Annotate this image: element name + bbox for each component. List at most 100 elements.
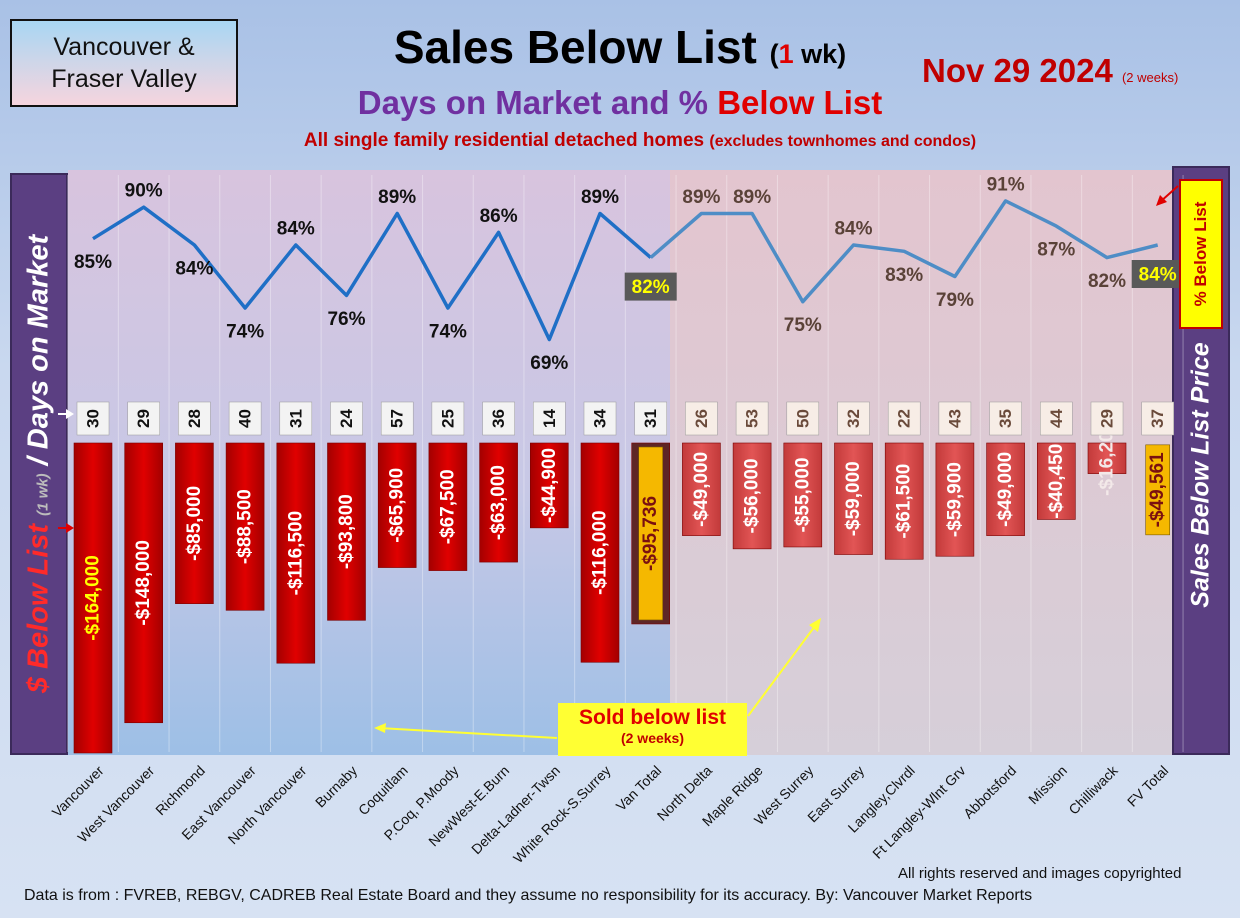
dom-value-label: 50 [793,409,812,428]
bars-group: -$164,000 -$148,000 -$85,000 -$88,500 -$116,… [73,420,1170,754]
dom-value-label: 31 [641,409,660,428]
bar-value-label: -$164,000 [83,555,104,641]
x-tick-label: Van Total [613,762,665,814]
sold-arrowhead-right [809,618,821,632]
dom-value-label: 36 [489,409,508,428]
pct-legend-arrowhead [1156,195,1167,206]
title-period: (1 wk) [770,39,847,69]
bar-value-label: -$95,736 [640,496,661,571]
bar-value-label: -$44,900 [539,448,560,523]
bar-value-label: -$56,000 [742,458,763,533]
chart-tagline: All single family residential detached h… [150,130,1130,152]
dollar-arrowhead [66,523,74,533]
total-label-box [638,446,664,621]
dom-arrowhead [66,409,74,419]
bar [935,442,975,557]
dom-box [482,401,515,436]
dom-box [431,401,465,436]
pct-value-label: 87% [1037,240,1075,261]
dom-box [735,401,769,436]
pct-value-label: 84% [277,219,315,240]
region-box: Vancouver & Fraser Valley [10,19,238,107]
bar [783,442,823,548]
bar [225,442,265,611]
source-note: Data is from : FVREB, REBGV, CADREB Real… [24,887,1033,904]
pct-value-label: 89% [378,187,416,208]
pct-line-vancouver [92,205,652,342]
dom-value-label: 25 [438,409,457,428]
dom-box [786,401,820,436]
bar [732,442,772,550]
bar [529,442,569,529]
pct-value-label: 89% [581,187,619,208]
sold-arrow-left [377,727,558,739]
x-tick-label: White Rock-S.Surrey [510,762,614,866]
bar [377,442,417,568]
bar-value-label: -$85,000 [184,486,205,561]
bar-value-label: -$49,000 [995,452,1016,527]
pct-value-label: 90% [125,181,163,202]
x-tick-label: Chilliwack [1065,762,1121,818]
chart-title: Sales Below List (1 wk) [270,20,970,74]
title-period-number: 1 [778,39,794,69]
dom-box [127,401,160,436]
pct-value-label: 79% [936,290,974,311]
bar [479,442,518,563]
pct-total-box [624,272,677,301]
dom-box [178,401,211,436]
dom-value-label: 37 [1148,409,1167,428]
tagline-main: All single family residential detached h… [303,130,710,151]
bar-value-label: -$16,201 [1097,420,1118,495]
bar-value-label: -$55,000 [792,457,813,532]
pct-line-group: 85% 90% 84% 74% 84% 76% 89% 74% 86% 69% 89% 82% 89% 8… [74,174,1184,374]
bar-value-label: -$49,561 [1147,452,1168,527]
right-axis-label: Sales Below List Price [1186,342,1215,608]
pct-value-label: 76% [327,309,365,330]
title-main: Sales Below List [393,21,757,73]
pct-value-label: 84% [1139,265,1177,286]
pct-total-box [1131,260,1184,288]
chart-subtitle: Days on Market and % Below List [270,84,970,122]
bar-value-label: -$67,500 [437,469,458,544]
bar [1037,442,1076,520]
x-tick-label: Abbotsford [960,762,1019,821]
subtitle-part-1: Days on Market and % [357,84,718,121]
report-date: Nov 29 2024 (2 weeks) [922,52,1178,90]
left-axis-label-dollar: $ Below List [22,515,55,694]
bar-value-label: -$116,000 [590,510,611,595]
bar [428,442,468,571]
date-text: Nov 29 2024 [922,52,1122,89]
date-note: (2 weeks) [1121,70,1179,85]
dom-box [380,401,414,436]
left-axis-band [10,173,68,755]
bar-value-label: -$49,000 [691,452,712,527]
tagline-small: (excludes townhomes and condos) [709,133,977,150]
dom-box [330,401,363,436]
dom-box [1090,401,1124,436]
bar [327,442,366,621]
region-line-1: Vancouver & [53,33,195,61]
dom-value-label: 30 [84,409,103,428]
dom-box [228,401,262,436]
dom-box [583,401,617,436]
dom-value-label: 31 [286,409,305,428]
dom-box [989,401,1022,436]
dom-box [76,401,110,436]
pct-value-label: 89% [733,187,771,208]
dom-box [1141,401,1174,436]
bar-value-label: -$116,500 [285,511,306,596]
pct-value-label: 83% [885,265,923,286]
dom-box [533,401,566,436]
dom-box [685,401,718,436]
bar-value-label: -$61,500 [894,464,915,539]
dom-box [938,401,972,436]
pct-value-label: 89% [682,187,720,208]
bar [1087,442,1127,474]
dom-box [1040,401,1073,436]
bar [73,442,113,754]
days-on-market-group: 30 29 28 40 31 24 57 25 36 14 34 31 26 53 50 32 22 43 35 44… [76,401,1174,436]
dom-value-label: 14 [540,409,559,428]
bar-value-label: -$40,450 [1046,444,1067,519]
left-axis-label-days: / Days on Market [22,234,55,474]
